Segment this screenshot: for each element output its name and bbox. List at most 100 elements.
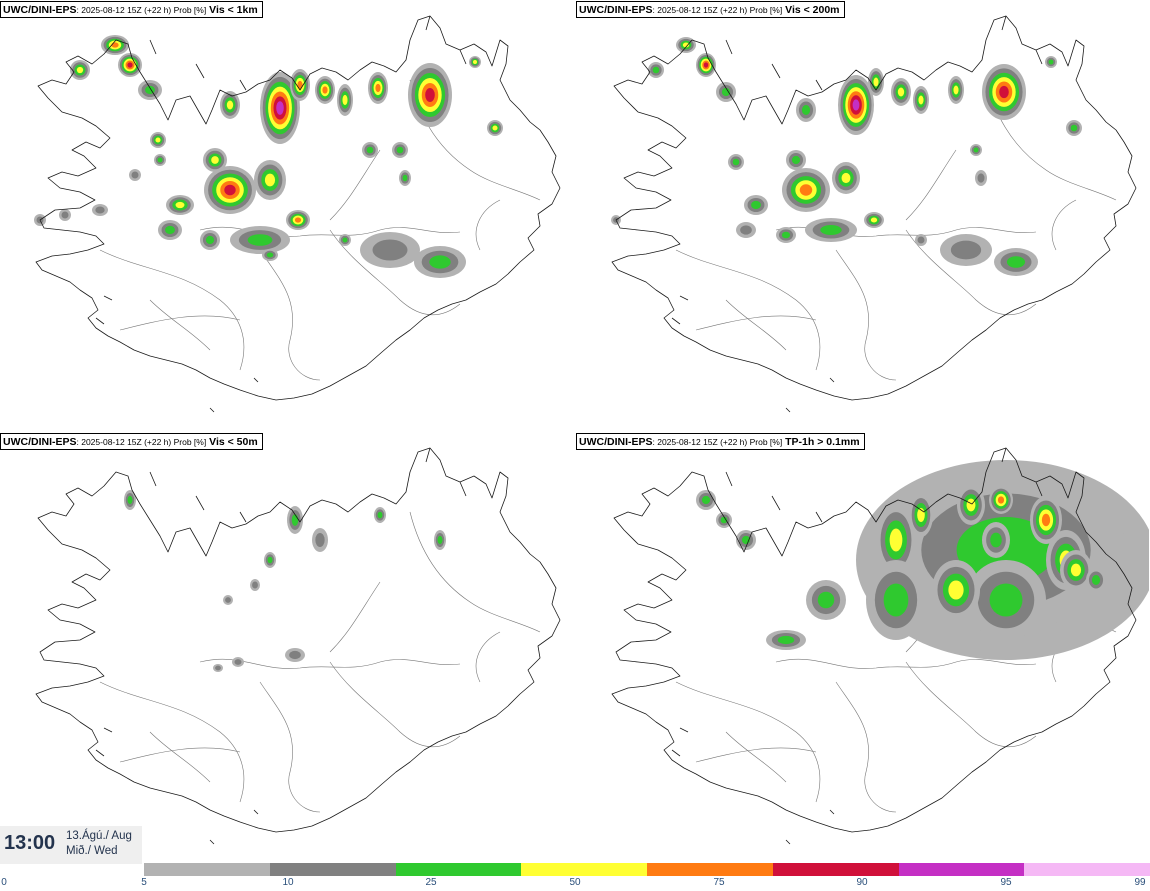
probability-contour xyxy=(175,201,185,209)
probability-field xyxy=(124,490,446,672)
colorbar-tick: 75 xyxy=(713,877,725,888)
probability-contour xyxy=(889,528,903,552)
probability-contour xyxy=(155,137,161,143)
probability-field xyxy=(696,460,1149,660)
colorbar-tick: 25 xyxy=(425,877,437,888)
probability-contour xyxy=(751,200,761,210)
colorbar-segment xyxy=(772,863,899,876)
probability-contour xyxy=(342,237,348,243)
panel-title: UWC/DINI-EPS: 2025-08-12 15Z (+22 h) Pro… xyxy=(576,1,845,18)
colorbar-tick: 0 xyxy=(1,877,7,888)
probability-contour xyxy=(799,184,813,196)
probability-contour xyxy=(215,665,221,671)
map-canvas xyxy=(35,447,561,845)
probability-contour xyxy=(777,635,795,645)
probability-contour xyxy=(852,99,860,111)
probability-contour xyxy=(372,239,408,261)
probability-contour xyxy=(781,231,791,239)
probability-contour xyxy=(652,66,660,74)
probability-contour xyxy=(989,583,1023,617)
probability-contour xyxy=(252,581,258,589)
probability-contour xyxy=(396,146,404,154)
probability-contour xyxy=(1048,59,1054,65)
probability-contour xyxy=(1041,513,1051,527)
probability-contour xyxy=(131,171,139,179)
probability-contour xyxy=(276,101,284,115)
probability-contour xyxy=(953,85,959,95)
probability-contour xyxy=(127,495,133,505)
probability-contour xyxy=(226,100,234,110)
probability-contour xyxy=(948,580,964,600)
probability-contour xyxy=(883,583,909,617)
map-canvas xyxy=(611,447,1149,845)
probability-contour xyxy=(247,234,273,246)
probability-contour xyxy=(425,88,435,102)
probability-contour xyxy=(211,156,219,164)
panel-title: UWC/DINI-EPS: 2025-08-12 15Z (+22 h) Pro… xyxy=(0,433,263,450)
map-panel-vis-50m: UWC/DINI-EPS: 2025-08-12 15Z (+22 h) Pro… xyxy=(0,432,573,862)
colorbar-tick: 95 xyxy=(1000,877,1012,888)
probability-contour xyxy=(294,217,302,223)
probability-contour xyxy=(342,94,348,106)
colorbar-tick: 99 xyxy=(1134,877,1146,888)
colorbar-tick: 5 xyxy=(141,877,147,888)
probability-contour xyxy=(701,495,711,505)
probability-contour xyxy=(820,225,842,235)
probability-contour xyxy=(402,174,408,182)
probability-contour xyxy=(267,556,273,564)
probability-contour xyxy=(322,86,328,94)
probability-contour xyxy=(264,173,276,187)
colorbar-segment xyxy=(521,863,647,876)
probability-contour xyxy=(492,125,498,131)
probability-contour xyxy=(375,83,381,93)
probability-contour xyxy=(157,157,163,163)
map-panel-tp-1h: UWC/DINI-EPS: 2025-08-12 15Z (+22 h) Pro… xyxy=(576,432,1149,862)
colorbar-segment xyxy=(647,863,773,876)
probability-contour xyxy=(721,87,731,97)
colorbar-segment xyxy=(269,863,396,876)
probability-contour xyxy=(1070,563,1082,577)
probability-contour xyxy=(1006,256,1026,268)
colorbar-segment xyxy=(1024,863,1150,876)
probability-contour xyxy=(437,535,443,545)
probability-contour xyxy=(61,211,69,219)
probability-contour xyxy=(817,591,835,609)
probability-contour xyxy=(1091,575,1101,585)
panel-title: UWC/DINI-EPS: 2025-08-12 15Z (+22 h) Pro… xyxy=(0,1,263,18)
probability-contour xyxy=(366,146,374,154)
probability-contour xyxy=(297,80,303,90)
probability-contour xyxy=(918,95,924,105)
probability-contour xyxy=(95,206,105,214)
probability-contour xyxy=(720,516,728,524)
probability-contour xyxy=(76,66,84,74)
probability-contour xyxy=(801,105,811,115)
boundary-lines xyxy=(99,511,541,813)
valid-date-line1: 13.Ágú./ Aug xyxy=(66,830,132,842)
colorbar-segment xyxy=(898,863,1025,876)
probability-contour xyxy=(966,498,976,512)
probability-contour xyxy=(429,255,451,269)
probability-contour xyxy=(917,236,925,244)
probability-contour xyxy=(977,173,985,183)
valid-time-clock: 13:00 xyxy=(4,832,56,854)
map-canvas xyxy=(611,15,1137,413)
panel-title: UWC/DINI-EPS: 2025-08-12 15Z (+22 h) Pro… xyxy=(576,433,865,450)
probability-contour xyxy=(234,659,242,665)
probability-contour xyxy=(791,155,801,165)
probability-contour xyxy=(950,240,982,260)
map-panel-vis-200m: UWC/DINI-EPS: 2025-08-12 15Z (+22 h) Pro… xyxy=(576,0,1149,430)
probability-contour xyxy=(165,225,175,235)
probability-contour xyxy=(873,77,879,87)
probability-field xyxy=(611,37,1082,276)
probability-field xyxy=(34,35,503,278)
map-panel-vis-1km: UWC/DINI-EPS: 2025-08-12 15Z (+22 h) Pro… xyxy=(0,0,573,430)
probability-contour xyxy=(111,42,119,48)
probability-contour xyxy=(289,650,301,660)
colorbar-segment xyxy=(144,863,270,876)
colorbar-tick: 10 xyxy=(282,877,294,888)
probability-contour xyxy=(740,225,752,235)
probability-contour xyxy=(997,496,1005,504)
probability-contour xyxy=(897,87,905,97)
probability-contour xyxy=(127,62,133,68)
probability-contour xyxy=(990,532,1002,548)
